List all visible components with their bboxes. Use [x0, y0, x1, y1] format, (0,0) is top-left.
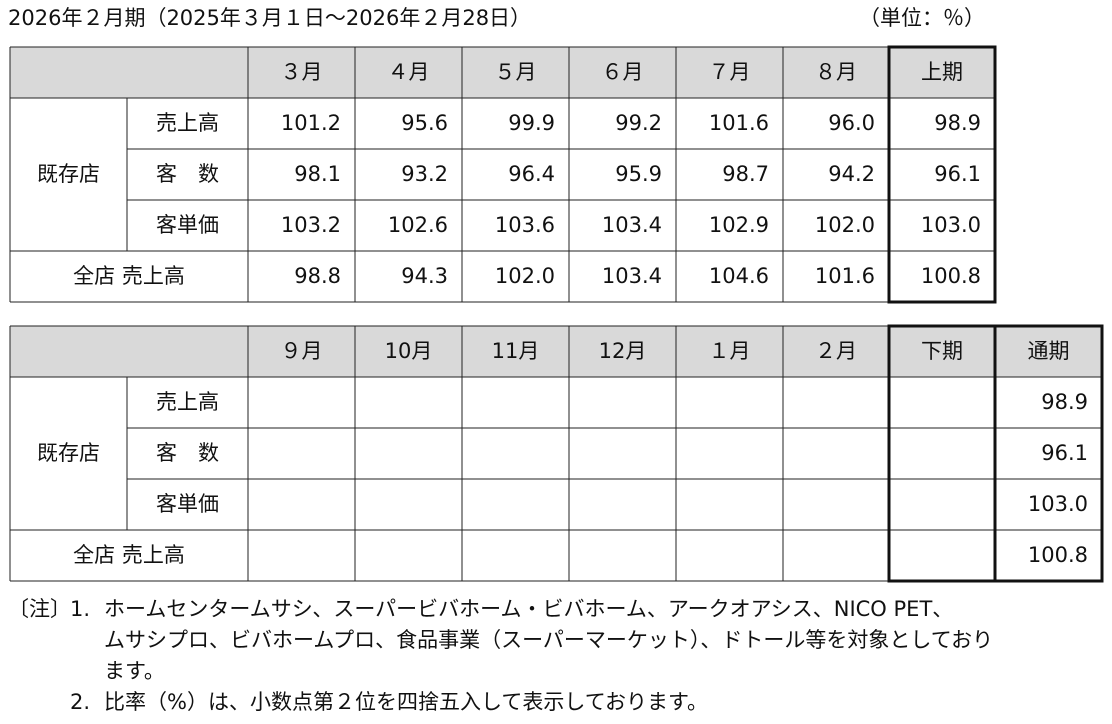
column-header: ４月	[388, 60, 430, 84]
cell-value: 94.2	[828, 162, 875, 186]
cell-value: 100.8	[921, 264, 981, 288]
cell-value: 102.6	[388, 213, 448, 237]
column-header: 10月	[385, 339, 433, 363]
column-header: 12月	[599, 339, 647, 363]
column-header: ８月	[815, 60, 857, 84]
cell-value: 100.8	[1028, 543, 1088, 567]
cell-value: 101.6	[709, 111, 769, 135]
row-label: 売上高	[156, 111, 219, 135]
cell-value: 95.6	[401, 111, 448, 135]
cell-value: 96.0	[828, 111, 875, 135]
cell-value: 96.4	[508, 162, 555, 186]
column-header: ７月	[709, 60, 751, 84]
highlight-border	[993, 324, 1104, 583]
row-label: 売上高	[156, 390, 219, 414]
header-bg	[10, 326, 1102, 377]
column-header: ５月	[495, 60, 537, 84]
note-number: 1.	[70, 597, 90, 621]
cell-value: 102.0	[815, 213, 875, 237]
row-label: 客 数	[156, 441, 219, 465]
note-text: 比率（%）は、小数点第２位を四捨五入して表示しております。	[104, 690, 708, 714]
row-label: 客単価	[156, 492, 219, 516]
row-label: 客 数	[156, 162, 219, 186]
note-number: 2.	[70, 690, 90, 714]
cell-value: 103.4	[602, 264, 662, 288]
cell-value: 104.6	[709, 264, 769, 288]
column-header: ２月	[815, 339, 857, 363]
column-header: 通期	[1028, 339, 1070, 363]
column-header: 上期	[921, 60, 963, 84]
cell-value: 94.3	[401, 264, 448, 288]
column-header: １月	[709, 339, 751, 363]
cell-value: 99.2	[615, 111, 662, 135]
row-group-label: 既存店	[37, 162, 100, 186]
cell-value: 103.0	[921, 213, 981, 237]
column-header: ３月	[281, 60, 323, 84]
cell-value: 101.2	[281, 111, 341, 135]
cell-value: 98.9	[934, 111, 981, 135]
highlight-border	[887, 45, 997, 304]
cell-value: 95.9	[615, 162, 662, 186]
column-header: 11月	[492, 339, 540, 363]
header-bg	[10, 47, 995, 98]
cell-value: 98.1	[294, 162, 341, 186]
cell-value: 103.6	[495, 213, 555, 237]
cell-value: 102.9	[709, 213, 769, 237]
column-header: ６月	[602, 60, 644, 84]
cell-value: 103.2	[281, 213, 341, 237]
cell-value: 103.4	[602, 213, 662, 237]
unit: （単位：％）	[859, 6, 985, 30]
cell-value: 98.8	[294, 264, 341, 288]
title: 2026年２月期（2025年３月１日～2026年２月28日）	[8, 6, 531, 30]
cell-value: 96.1	[934, 162, 981, 186]
note-text: ます。	[104, 659, 165, 683]
cell-value: 98.9	[1041, 390, 1088, 414]
note-mark: 〔注〕	[8, 597, 71, 621]
note-text: ホームセンタームサシ、スーパービバホーム・ビバホーム、アークオアシス、NICO …	[104, 597, 953, 621]
row-group-label: 既存店	[37, 441, 100, 465]
row-label: 客単価	[156, 213, 219, 237]
cell-value: 93.2	[401, 162, 448, 186]
cell-value: 98.7	[722, 162, 769, 186]
cell-value: 101.6	[815, 264, 875, 288]
note-text: ムサシプロ、ビバホームプロ、食品事業（スーパーマーケット）、ドトール等を対象とし…	[104, 628, 993, 652]
cell-value: 96.1	[1041, 441, 1088, 465]
cell-value: 102.0	[495, 264, 555, 288]
row-label: 全店 売上高	[73, 264, 185, 288]
column-header: 下期	[921, 339, 963, 363]
cell-value: 103.0	[1028, 492, 1088, 516]
row-label: 全店 売上高	[73, 543, 185, 567]
cell-value: 99.9	[508, 111, 555, 135]
column-header: ９月	[281, 339, 323, 363]
